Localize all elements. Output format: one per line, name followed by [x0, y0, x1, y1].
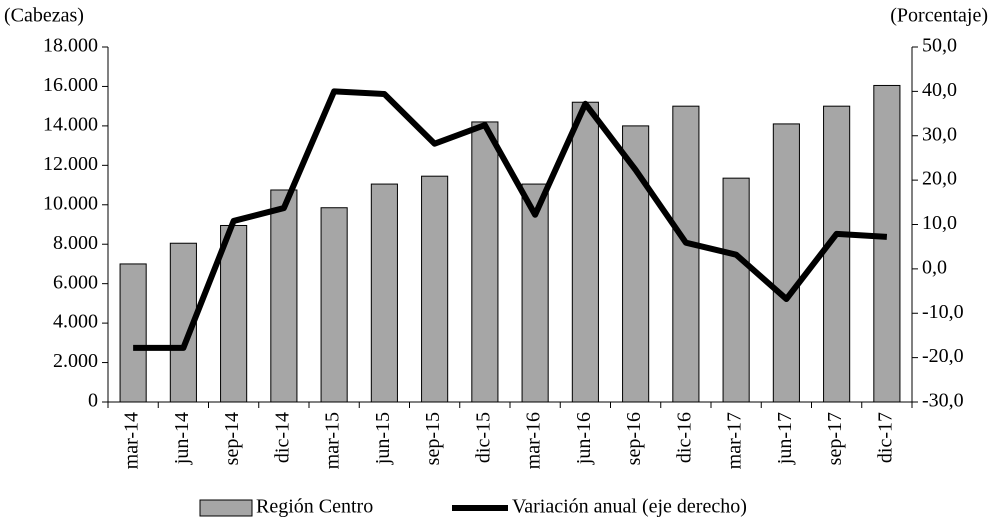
- bar: [270, 189, 298, 403]
- bar: [722, 177, 750, 403]
- y-tick-label: 18.000: [43, 35, 98, 57]
- x-tick-label: mar-15: [322, 412, 344, 469]
- x-tick-label: dic-16: [673, 412, 695, 463]
- legend-label: Región Centro: [256, 496, 373, 518]
- bar: [521, 183, 549, 403]
- y2-tick-label: -10,0: [922, 301, 964, 323]
- bar: [772, 123, 800, 403]
- y2-tick-label: 40,0: [922, 79, 957, 101]
- bar: [471, 121, 499, 403]
- y-tick-label: 0: [88, 390, 98, 412]
- y-tick-label: 2.000: [53, 350, 98, 372]
- legend-label: Variación anual (eje derecho): [512, 496, 747, 518]
- x-tick-label: jun-14: [171, 412, 193, 465]
- x-tick-label: dic-17: [874, 412, 896, 463]
- y2-tick-label: -20,0: [922, 345, 964, 367]
- y2-tick-label: 10,0: [922, 212, 957, 234]
- y-tick-label: 4.000: [53, 311, 98, 333]
- y2-tick-label: 50,0: [922, 35, 957, 57]
- y2-tick-label: -30,0: [922, 390, 964, 412]
- y-tick-label: 16.000: [43, 74, 98, 96]
- y2-tick-label: 20,0: [922, 168, 957, 190]
- y-tick-label: 8.000: [53, 232, 98, 254]
- bar: [220, 224, 248, 403]
- bar: [823, 105, 851, 403]
- bar: [421, 175, 449, 403]
- x-tick-label: jun-17: [774, 412, 796, 465]
- bar: [320, 207, 348, 403]
- x-tick-label: sep-17: [824, 412, 846, 465]
- y2-axis-title: (Porcentaje): [890, 5, 988, 27]
- legend-swatch: [199, 499, 253, 517]
- y2-tick-label: 0,0: [922, 256, 947, 278]
- y2-tick-label: 30,0: [922, 123, 957, 145]
- x-tick-label: jun-15: [372, 412, 394, 465]
- x-tick-label: sep-16: [623, 412, 645, 465]
- x-tick-label: sep-15: [422, 412, 444, 465]
- y-tick-label: 12.000: [43, 153, 98, 175]
- bar: [571, 101, 599, 403]
- x-tick-label: dic-15: [472, 412, 494, 463]
- x-tick-label: mar-16: [523, 412, 545, 469]
- bar: [873, 84, 901, 403]
- line: [133, 88, 888, 351]
- x-tick-label: mar-17: [724, 412, 746, 469]
- y-tick-label: 10.000: [43, 192, 98, 214]
- x-tick-label: jun-16: [573, 412, 595, 465]
- bar: [370, 183, 398, 403]
- bar: [672, 105, 700, 403]
- x-tick-label: sep-14: [221, 412, 243, 465]
- y-tick-label: 14.000: [43, 113, 98, 135]
- x-tick-label: mar-14: [121, 412, 143, 469]
- y-tick-label: 6.000: [53, 271, 98, 293]
- bar: [119, 263, 147, 403]
- y-axis-title: (Cabezas): [4, 5, 84, 27]
- x-tick-label: dic-14: [271, 412, 293, 463]
